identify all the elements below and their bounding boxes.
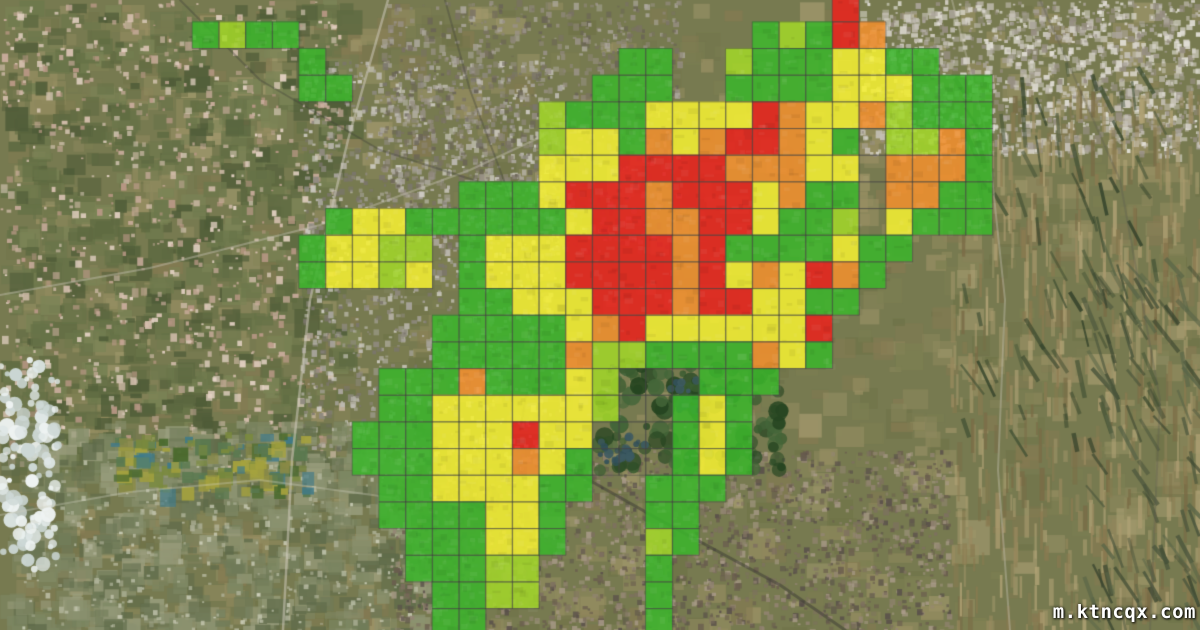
- watermark: m.ktncqx.com: [1052, 601, 1196, 623]
